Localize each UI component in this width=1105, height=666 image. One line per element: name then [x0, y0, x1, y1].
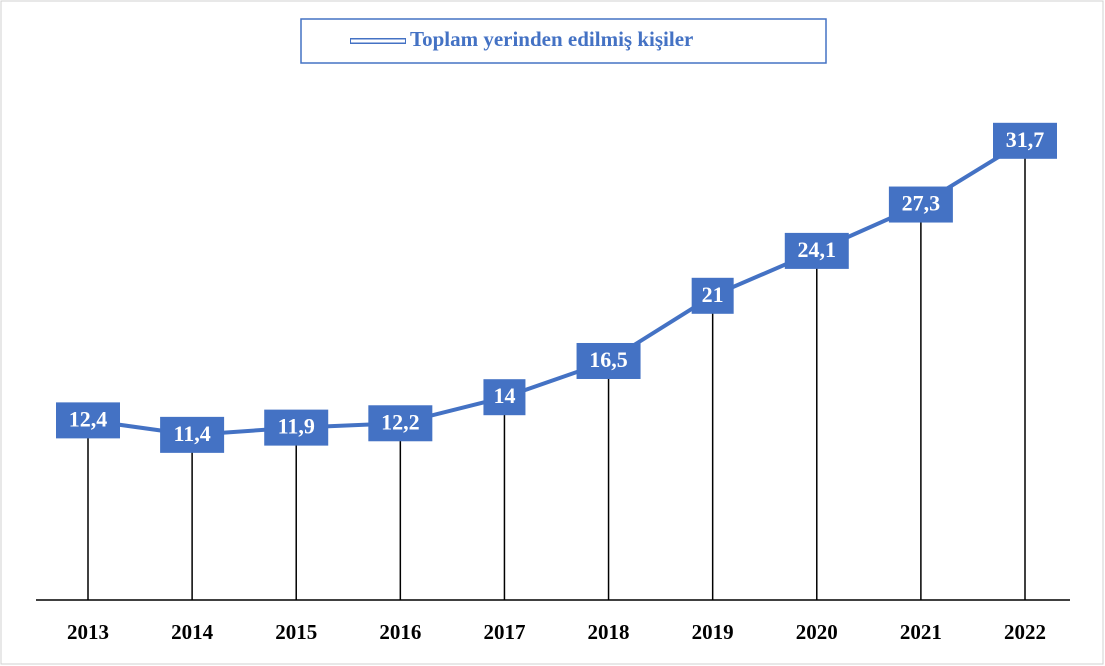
x-tick-label: 2013 — [67, 620, 109, 644]
data-label: 21 — [702, 282, 724, 307]
x-tick-label: 2019 — [692, 620, 734, 644]
legend-label: Toplam yerinden edilmiş kişiler — [410, 27, 693, 51]
data-label: 24,1 — [798, 237, 837, 262]
x-tick-label: 2014 — [171, 620, 214, 644]
data-label: 12,4 — [69, 406, 108, 431]
data-label-box — [56, 402, 120, 439]
data-label: 12,2 — [381, 409, 420, 434]
data-label-box — [993, 122, 1057, 159]
data-label-box — [368, 405, 433, 442]
x-tick-label: 2021 — [900, 620, 942, 644]
x-tick-label: 2020 — [796, 620, 838, 644]
line-highlight — [87, 135, 1027, 433]
x-tick-label: 2022 — [1004, 620, 1046, 644]
data-label-box — [784, 232, 849, 269]
data-label: 11,4 — [173, 421, 210, 446]
data-label: 27,3 — [902, 191, 941, 216]
line — [87, 139, 1027, 437]
data-label-box — [264, 409, 329, 446]
data-label-box — [691, 277, 734, 314]
x-tick-label: 2017 — [483, 620, 525, 644]
data-label-box — [483, 379, 526, 416]
data-label: 16,5 — [589, 347, 628, 372]
x-tick-label: 2016 — [379, 620, 421, 644]
data-label: 14 — [493, 383, 515, 408]
data-label-box — [576, 342, 641, 379]
data-label-box — [888, 186, 953, 223]
x-tick-label: 2018 — [588, 620, 630, 644]
data-label: 11,9 — [278, 414, 315, 439]
x-tick-label: 2015 — [275, 620, 317, 644]
data-label: 31,7 — [1006, 127, 1045, 152]
data-label-box — [160, 416, 225, 453]
